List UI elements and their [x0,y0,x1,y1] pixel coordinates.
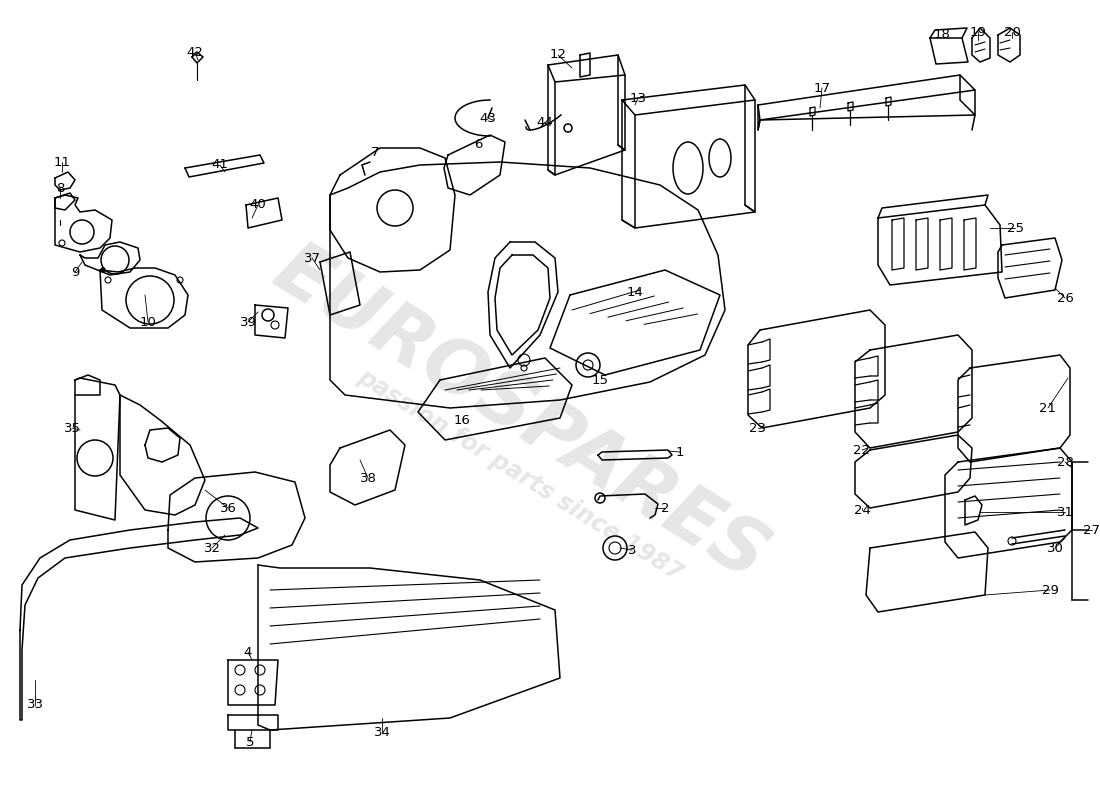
Text: 37: 37 [304,251,320,265]
Polygon shape [185,155,264,177]
Text: 30: 30 [1046,542,1064,554]
Text: 20: 20 [1003,26,1021,38]
Text: 19: 19 [969,26,987,38]
Text: 9: 9 [70,266,79,278]
Text: 32: 32 [204,542,220,554]
Text: 43: 43 [480,111,496,125]
Text: 13: 13 [629,91,647,105]
Text: 22: 22 [854,443,870,457]
Text: 7: 7 [371,146,380,158]
Text: 16: 16 [453,414,471,426]
Text: 29: 29 [1042,583,1058,597]
Text: 14: 14 [627,286,644,298]
Text: 42: 42 [187,46,204,58]
Text: 11: 11 [54,155,70,169]
Text: passion for parts since 1987: passion for parts since 1987 [353,365,686,586]
Text: 23: 23 [749,422,767,434]
Text: 40: 40 [250,198,266,211]
Text: 28: 28 [1057,455,1074,469]
Text: 3: 3 [628,543,636,557]
Text: 35: 35 [64,422,80,434]
Text: 24: 24 [854,503,870,517]
Text: 5: 5 [245,735,254,749]
Text: 39: 39 [240,315,256,329]
Text: 1: 1 [675,446,684,458]
Circle shape [101,268,104,272]
Text: 12: 12 [550,49,566,62]
Text: 4: 4 [244,646,252,658]
Text: 44: 44 [537,115,553,129]
Text: 36: 36 [220,502,236,514]
Text: 25: 25 [1006,222,1023,234]
Text: EUROSPARES: EUROSPARES [260,234,780,597]
Text: 26: 26 [1057,291,1074,305]
Circle shape [564,124,572,132]
Text: 15: 15 [592,374,608,386]
Text: 18: 18 [934,29,950,42]
Text: 41: 41 [211,158,229,171]
Text: 2: 2 [661,502,669,514]
Text: 31: 31 [1056,506,1074,518]
Text: 17: 17 [814,82,830,94]
Text: 38: 38 [360,471,376,485]
Text: 10: 10 [140,315,156,329]
Text: 33: 33 [26,698,44,711]
Text: 8: 8 [56,182,64,194]
Text: 27: 27 [1084,523,1100,537]
Text: 6: 6 [474,138,482,151]
Text: 21: 21 [1040,402,1056,414]
Text: 34: 34 [374,726,390,738]
